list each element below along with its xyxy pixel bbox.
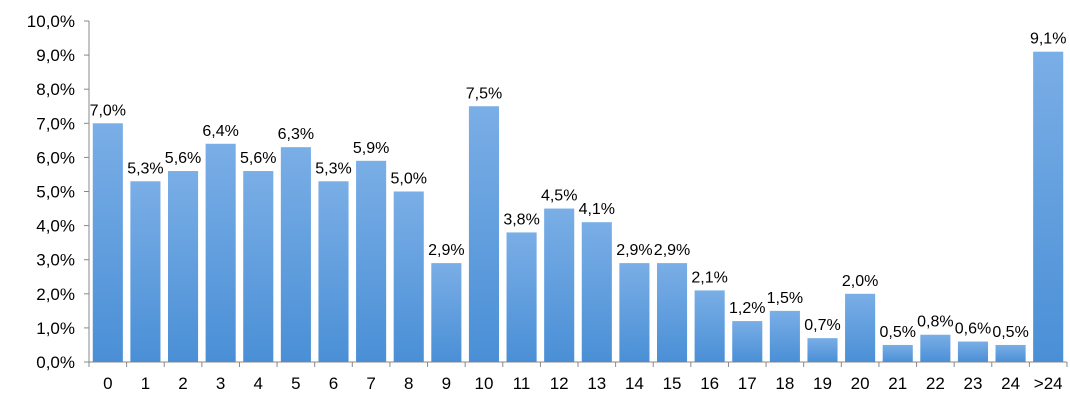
- bar-value-label: 5,3%: [315, 160, 351, 177]
- bar-value-label: 1,2%: [729, 300, 765, 317]
- y-tick-label: 0,0%: [36, 353, 75, 372]
- x-tick-label: >24: [1034, 374, 1063, 393]
- x-tick-label: 13: [587, 374, 606, 393]
- x-tick-label: 16: [700, 374, 719, 393]
- x-tick-label: 0: [103, 374, 112, 393]
- bar: [769, 310, 800, 362]
- bar-value-label: 5,3%: [127, 160, 163, 177]
- bar: [506, 232, 537, 362]
- x-tick-label: 7: [366, 374, 375, 393]
- bar-value-label: 2,9%: [616, 242, 652, 259]
- x-tick-label: 6: [329, 374, 338, 393]
- bar-value-label: 1,5%: [767, 290, 803, 307]
- y-tick-label: 10,0%: [27, 12, 75, 31]
- bar-value-label: 0,5%: [992, 324, 1028, 341]
- y-tick-label: 9,0%: [36, 46, 75, 65]
- bar-value-label: 5,6%: [240, 150, 276, 167]
- x-tick-label: 23: [964, 374, 983, 393]
- bar-value-label: 3,8%: [503, 211, 539, 228]
- bar: [468, 106, 500, 362]
- bar: [920, 334, 951, 362]
- x-tick-label: 10: [475, 374, 494, 393]
- x-tick-label: 20: [851, 374, 870, 393]
- x-tick-label: 22: [926, 374, 945, 393]
- bar: [807, 338, 838, 362]
- bar: [995, 344, 1026, 362]
- bar-value-label: 7,0%: [90, 102, 126, 119]
- bar: [280, 147, 311, 362]
- bar: [243, 171, 274, 362]
- y-tick-label: 7,0%: [36, 114, 75, 133]
- y-axis: 0,0% 1,0% 2,0% 3,0% 4,0% 5,0% 6,0% 7,0% 8,0% 9,0%…: [27, 12, 90, 372]
- x-tick-label: 4: [254, 374, 263, 393]
- bar: [356, 160, 387, 362]
- bar: [957, 341, 989, 362]
- bar: [130, 181, 161, 362]
- y-tick-label: 3,0%: [36, 251, 75, 270]
- y-tick-label: 1,0%: [36, 319, 75, 338]
- bar: [167, 171, 199, 362]
- bar-value-label: 7,5%: [466, 85, 502, 102]
- y-tick-label: 4,0%: [36, 217, 75, 236]
- x-tick-label: 18: [775, 374, 794, 393]
- bar-value-label: 5,9%: [353, 140, 389, 157]
- bar-value-label: 6,3%: [278, 126, 314, 143]
- y-tick-label: 2,0%: [36, 285, 75, 304]
- x-tick-label: 8: [404, 374, 413, 393]
- x-tick-label: 12: [550, 374, 569, 393]
- bar: [1033, 51, 1064, 362]
- bar: [393, 191, 424, 362]
- bar-value-label: 0,5%: [879, 324, 915, 341]
- bar-value-label: 2,1%: [691, 269, 727, 286]
- x-tick-label: 14: [625, 374, 644, 393]
- x-tick-label: 24: [1001, 374, 1020, 393]
- bar-value-label: 0,6%: [955, 321, 991, 338]
- bar-value-label: 9,1%: [1030, 31, 1066, 48]
- y-tick-label: 8,0%: [36, 80, 75, 99]
- y-tick-label: 6,0%: [36, 148, 75, 167]
- bar: [318, 181, 349, 362]
- bar: [619, 263, 650, 362]
- x-tick-label: 21: [888, 374, 907, 393]
- y-tick-label: 5,0%: [36, 183, 75, 202]
- bar: [845, 293, 876, 362]
- x-tick-label: 9: [442, 374, 451, 393]
- bar-value-label: 2,9%: [654, 242, 690, 259]
- x-tick-label: 1: [141, 374, 150, 393]
- bar: [544, 208, 575, 362]
- bar-value-label: 5,6%: [165, 150, 201, 167]
- bar-value-labels: 7,0%5,3%5,6%6,4%5,6%6,3%5,3%5,9%5,0%2,9%…: [90, 31, 1067, 341]
- bar-value-label: 2,9%: [428, 242, 464, 259]
- bars: [92, 51, 1064, 362]
- bar: [205, 143, 236, 362]
- bar: [656, 263, 688, 362]
- x-tick-label: 2: [178, 374, 187, 393]
- x-tick-label: 11: [513, 374, 531, 393]
- bar: [581, 222, 612, 362]
- x-tick-label: 5: [291, 374, 300, 393]
- bar-value-label: 5,0%: [390, 171, 426, 188]
- x-axis: 0 1 2 3 4 5 6 7 8 9 10 11 12 13 14 15 16 17 18 19 20 21 22 23 24…: [88, 361, 1068, 393]
- bar-value-label: 0,8%: [917, 314, 953, 331]
- x-tick-label: 17: [738, 374, 757, 393]
- bar: [882, 344, 913, 362]
- bar: [732, 321, 763, 362]
- bar-value-label: 0,7%: [804, 317, 840, 334]
- bar: [92, 123, 123, 362]
- bar: [431, 263, 462, 362]
- bar-value-label: 4,1%: [579, 201, 615, 218]
- x-tick-label: 19: [813, 374, 832, 393]
- bar-value-label: 6,4%: [202, 123, 238, 140]
- x-tick-label: 3: [216, 374, 225, 393]
- bar-value-label: 4,5%: [541, 188, 577, 205]
- x-tick-label: 15: [663, 374, 682, 393]
- bar: [694, 290, 725, 362]
- bar-value-label: 2,0%: [842, 273, 878, 290]
